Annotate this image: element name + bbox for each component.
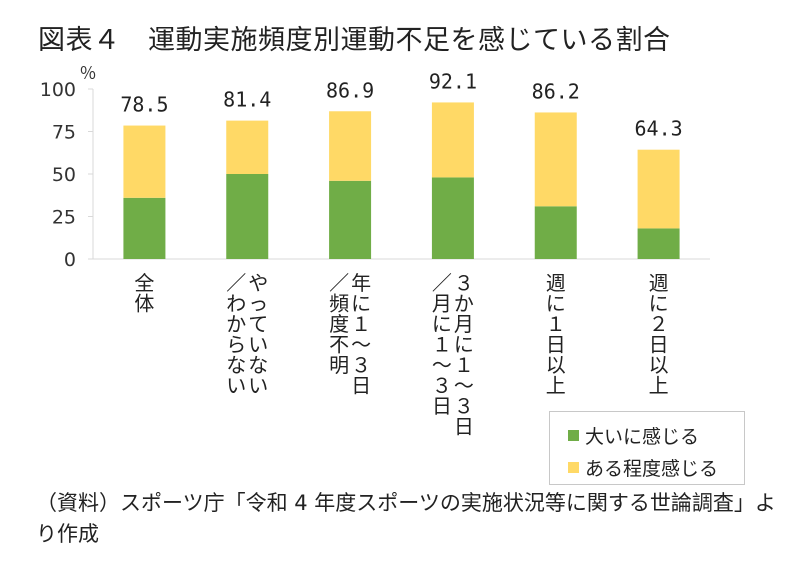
bar-moderate-5: [637, 149, 680, 229]
axis-layer: 0 25 50 75 100％: [40, 64, 710, 271]
category-char: 度: [329, 312, 349, 336]
category-char: い: [226, 374, 246, 398]
bar-strong-3: [431, 177, 474, 259]
category-char: に: [546, 292, 566, 316]
category-char: 日: [454, 415, 474, 439]
category-char: ３: [454, 394, 474, 418]
category-char: に: [351, 292, 371, 316]
category-char: な: [248, 353, 268, 377]
legend-item-moderate: ある程度感じる: [568, 454, 718, 481]
legend-swatch-strong: [568, 430, 579, 441]
total-label-3: 92.1: [429, 69, 477, 93]
category-char: 以: [649, 353, 669, 377]
category-char: 上: [649, 374, 669, 398]
bar-moderate-2: [329, 111, 372, 181]
category-char: い: [248, 374, 268, 398]
category-char: １: [351, 312, 371, 336]
chart-title: 図表４ 運動実施頻度別運動不足を感じている割合: [38, 25, 671, 56]
total-label-4: 86.2: [532, 79, 580, 103]
category-char: 月: [432, 292, 452, 316]
y-tick-label: 75: [52, 122, 76, 144]
category-char: わ: [226, 292, 246, 316]
legend: 大いに感じる ある程度感じる: [549, 411, 745, 485]
bar-moderate-3: [431, 102, 474, 178]
y-tick-label: 100: [40, 79, 76, 101]
category-char: ～: [432, 353, 452, 377]
category-char: 月: [454, 312, 474, 336]
category-char: て: [248, 312, 268, 336]
category-char: ／: [432, 271, 452, 295]
bar-moderate-0: [123, 125, 166, 198]
category-char: 体: [134, 292, 154, 316]
bar-strong-0: [123, 197, 166, 259]
category-char: 日: [649, 333, 669, 357]
category-char: に: [454, 333, 474, 357]
category-char: 不: [329, 333, 349, 357]
category-char: ～: [351, 333, 371, 357]
category-char: 日: [546, 333, 566, 357]
source-note: （資料）スポーツ庁「令和 4 年度スポーツの実施状況等に関する世論調査」より作成: [36, 491, 776, 546]
bar-strong-2: [329, 180, 372, 259]
label-layer: 78.5全体81.4やっていない／わからない86.9年に１～３日／頻度不明92.…: [120, 69, 682, 438]
y-axis-unit-label: ％: [80, 64, 97, 84]
category-char: １: [546, 312, 566, 336]
bar-moderate-1: [226, 120, 269, 174]
category-char: 週: [649, 271, 669, 295]
total-label-1: 81.4: [223, 88, 271, 112]
category-char: に: [649, 292, 669, 316]
legend-swatch-moderate: [568, 462, 579, 473]
bar-moderate-4: [534, 112, 577, 207]
category-char: に: [432, 312, 452, 336]
category-char: 週: [546, 271, 566, 295]
bar-strong-1: [226, 174, 269, 259]
category-char: ２: [649, 312, 669, 336]
legend-label-strong: 大いに感じる: [585, 426, 700, 448]
bar-strong-5: [637, 228, 680, 259]
category-char: 全: [134, 271, 154, 295]
category-char: や: [248, 271, 268, 295]
y-tick-label: 25: [52, 207, 76, 229]
category-char: 日: [351, 374, 371, 398]
category-char: か: [226, 312, 246, 336]
category-char: 以: [546, 353, 566, 377]
legend-item-strong: 大いに感じる: [568, 422, 699, 449]
category-char: か: [454, 292, 474, 316]
category-char: 年: [351, 271, 371, 295]
bar-layer: [123, 102, 680, 259]
total-label-0: 78.5: [120, 93, 168, 117]
category-char: １: [454, 353, 474, 377]
legend-label-moderate: ある程度感じる: [585, 458, 719, 480]
category-char: 明: [329, 353, 349, 377]
category-char: ３: [432, 374, 452, 398]
category-char: ３: [351, 353, 371, 377]
total-label-5: 64.3: [634, 117, 682, 141]
category-label-0: 全体: [134, 271, 154, 316]
category-char: ／: [329, 271, 349, 295]
category-char: 上: [546, 374, 566, 398]
total-label-2: 86.9: [326, 78, 374, 102]
y-tick-label: 0: [64, 249, 76, 271]
category-char: っ: [248, 292, 268, 316]
y-tick-label: 50: [52, 164, 76, 186]
category-char: ／: [226, 271, 246, 295]
category-char: ～: [454, 374, 474, 398]
category-char: ３: [454, 271, 474, 295]
category-char: 日: [432, 394, 452, 418]
bar-strong-4: [534, 206, 577, 259]
category-char: な: [226, 353, 246, 377]
category-char: い: [248, 333, 268, 357]
category-char: ら: [226, 333, 246, 357]
category-char: １: [432, 333, 452, 357]
category-char: 頻: [329, 292, 349, 316]
